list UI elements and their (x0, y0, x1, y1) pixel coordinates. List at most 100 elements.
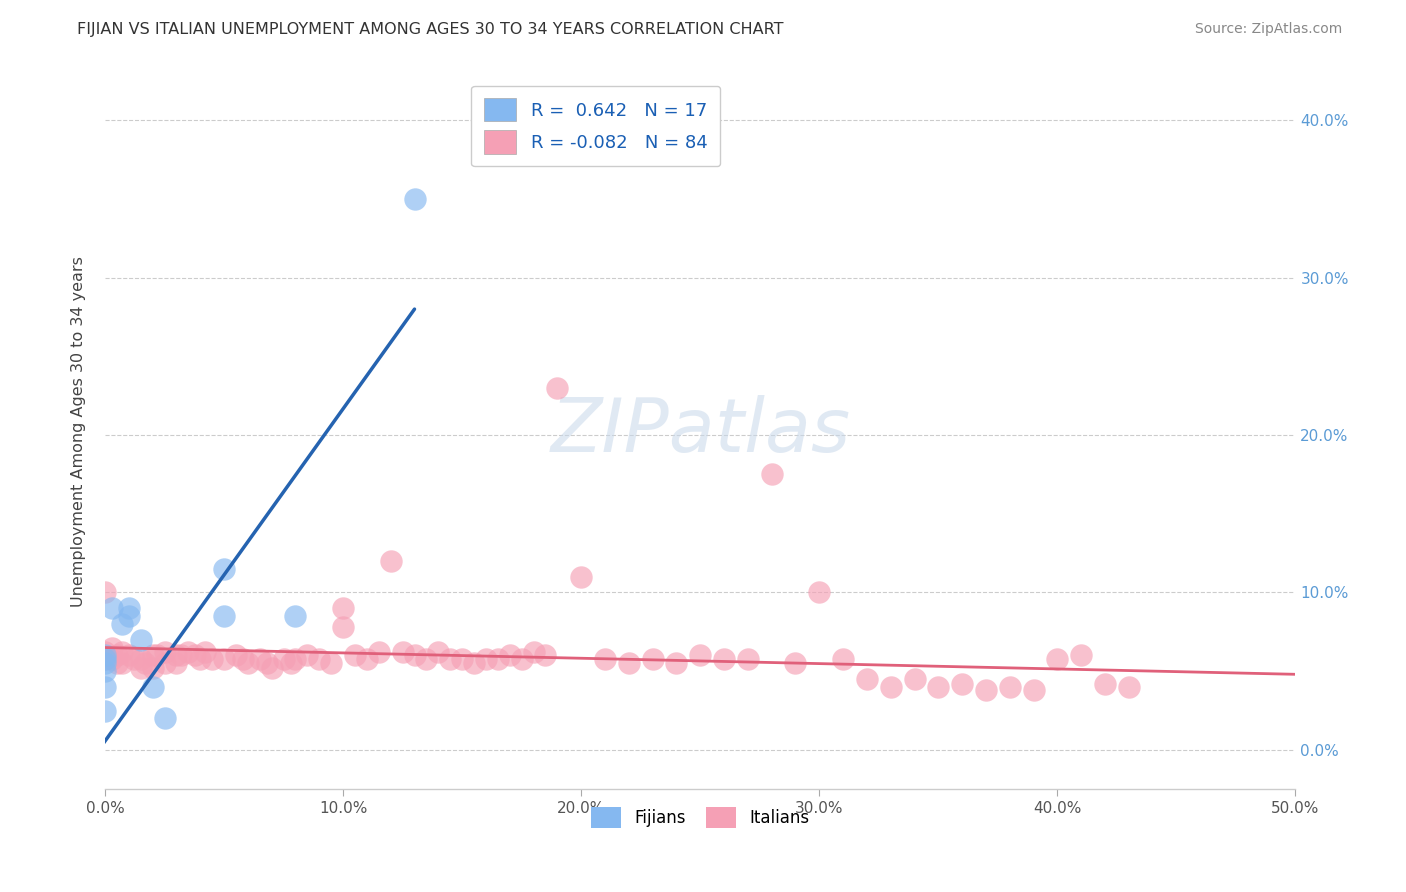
Point (486, 651, 509, 665)
Point (105, 657, 128, 671)
Point (808, 585, 831, 599)
Point (569, 570, 592, 584)
Point (101, 640, 124, 655)
Point (713, 651, 735, 665)
Point (332, 601, 354, 615)
Point (546, 381, 568, 395)
Point (380, 554, 402, 568)
Point (879, 680, 901, 694)
Text: FIJIAN VS ITALIAN UNEMPLOYMENT AMONG AGES 30 TO 34 YEARS CORRELATION CHART: FIJIAN VS ITALIAN UNEMPLOYMENT AMONG AGE… (77, 22, 783, 37)
Point (367, 645, 389, 659)
Point (111, 616, 134, 631)
Point (184, 648, 207, 663)
Point (522, 645, 544, 659)
Point (927, 680, 949, 694)
Point (129, 661, 152, 675)
Point (534, 648, 557, 663)
Point (998, 680, 1021, 694)
Point (903, 672, 925, 686)
Point (111, 657, 134, 671)
Point (118, 601, 141, 615)
Point (153, 657, 176, 671)
Point (761, 467, 783, 482)
Point (510, 651, 533, 665)
Point (153, 711, 176, 725)
Point (404, 192, 426, 206)
Point (343, 648, 366, 663)
Point (593, 651, 616, 665)
Point (785, 657, 807, 671)
Point (273, 651, 295, 665)
Point (297, 648, 319, 663)
Point (617, 657, 640, 671)
Point (974, 683, 997, 698)
Point (832, 651, 855, 665)
Point (1046, 651, 1069, 665)
Point (170, 648, 193, 663)
Point (256, 657, 278, 671)
Point (451, 651, 474, 665)
Point (356, 651, 378, 665)
Point (153, 645, 176, 659)
Point (94, 657, 117, 671)
Point (94, 645, 117, 659)
Legend: Fijians, Italians: Fijians, Italians (585, 800, 815, 835)
Point (142, 680, 165, 694)
Point (94, 651, 117, 665)
Point (950, 677, 973, 691)
Text: ZIPatlas: ZIPatlas (550, 395, 851, 467)
Point (142, 661, 165, 675)
Point (94, 651, 117, 665)
Point (188, 651, 211, 665)
Point (134, 657, 156, 671)
Point (249, 651, 271, 665)
Point (439, 651, 461, 665)
Point (101, 601, 124, 615)
Point (212, 562, 235, 576)
Point (1070, 648, 1092, 663)
Point (332, 620, 354, 634)
Point (212, 651, 235, 665)
Point (236, 657, 259, 671)
Point (415, 651, 437, 665)
Point (856, 672, 879, 686)
Point (129, 651, 152, 665)
Point (284, 651, 307, 665)
Point (101, 651, 124, 665)
Point (165, 648, 187, 663)
Point (641, 651, 664, 665)
Point (463, 657, 485, 671)
Point (94, 664, 117, 678)
Point (201, 651, 224, 665)
Point (146, 648, 169, 663)
Point (232, 651, 254, 665)
Point (129, 632, 152, 647)
Point (142, 648, 165, 663)
Point (94, 704, 117, 718)
Point (105, 648, 128, 663)
Text: Source: ZipAtlas.com: Source: ZipAtlas.com (1195, 22, 1343, 37)
Point (689, 648, 711, 663)
Point (1094, 677, 1116, 691)
Point (111, 645, 134, 659)
Point (308, 651, 330, 665)
Point (94, 585, 117, 599)
Point (321, 657, 343, 671)
Point (284, 609, 307, 624)
Point (475, 651, 498, 665)
Point (260, 661, 283, 675)
Y-axis label: Unemployment Among Ages 30 to 34 years: Unemployment Among Ages 30 to 34 years (72, 256, 86, 607)
Point (737, 651, 759, 665)
Point (1022, 683, 1045, 698)
Point (427, 645, 450, 659)
Point (212, 609, 235, 624)
Point (177, 645, 200, 659)
Point (94, 648, 117, 663)
Point (118, 609, 141, 624)
Point (194, 645, 217, 659)
Point (165, 657, 187, 671)
Point (404, 648, 426, 663)
Point (391, 645, 413, 659)
Point (665, 657, 688, 671)
Point (94, 680, 117, 694)
